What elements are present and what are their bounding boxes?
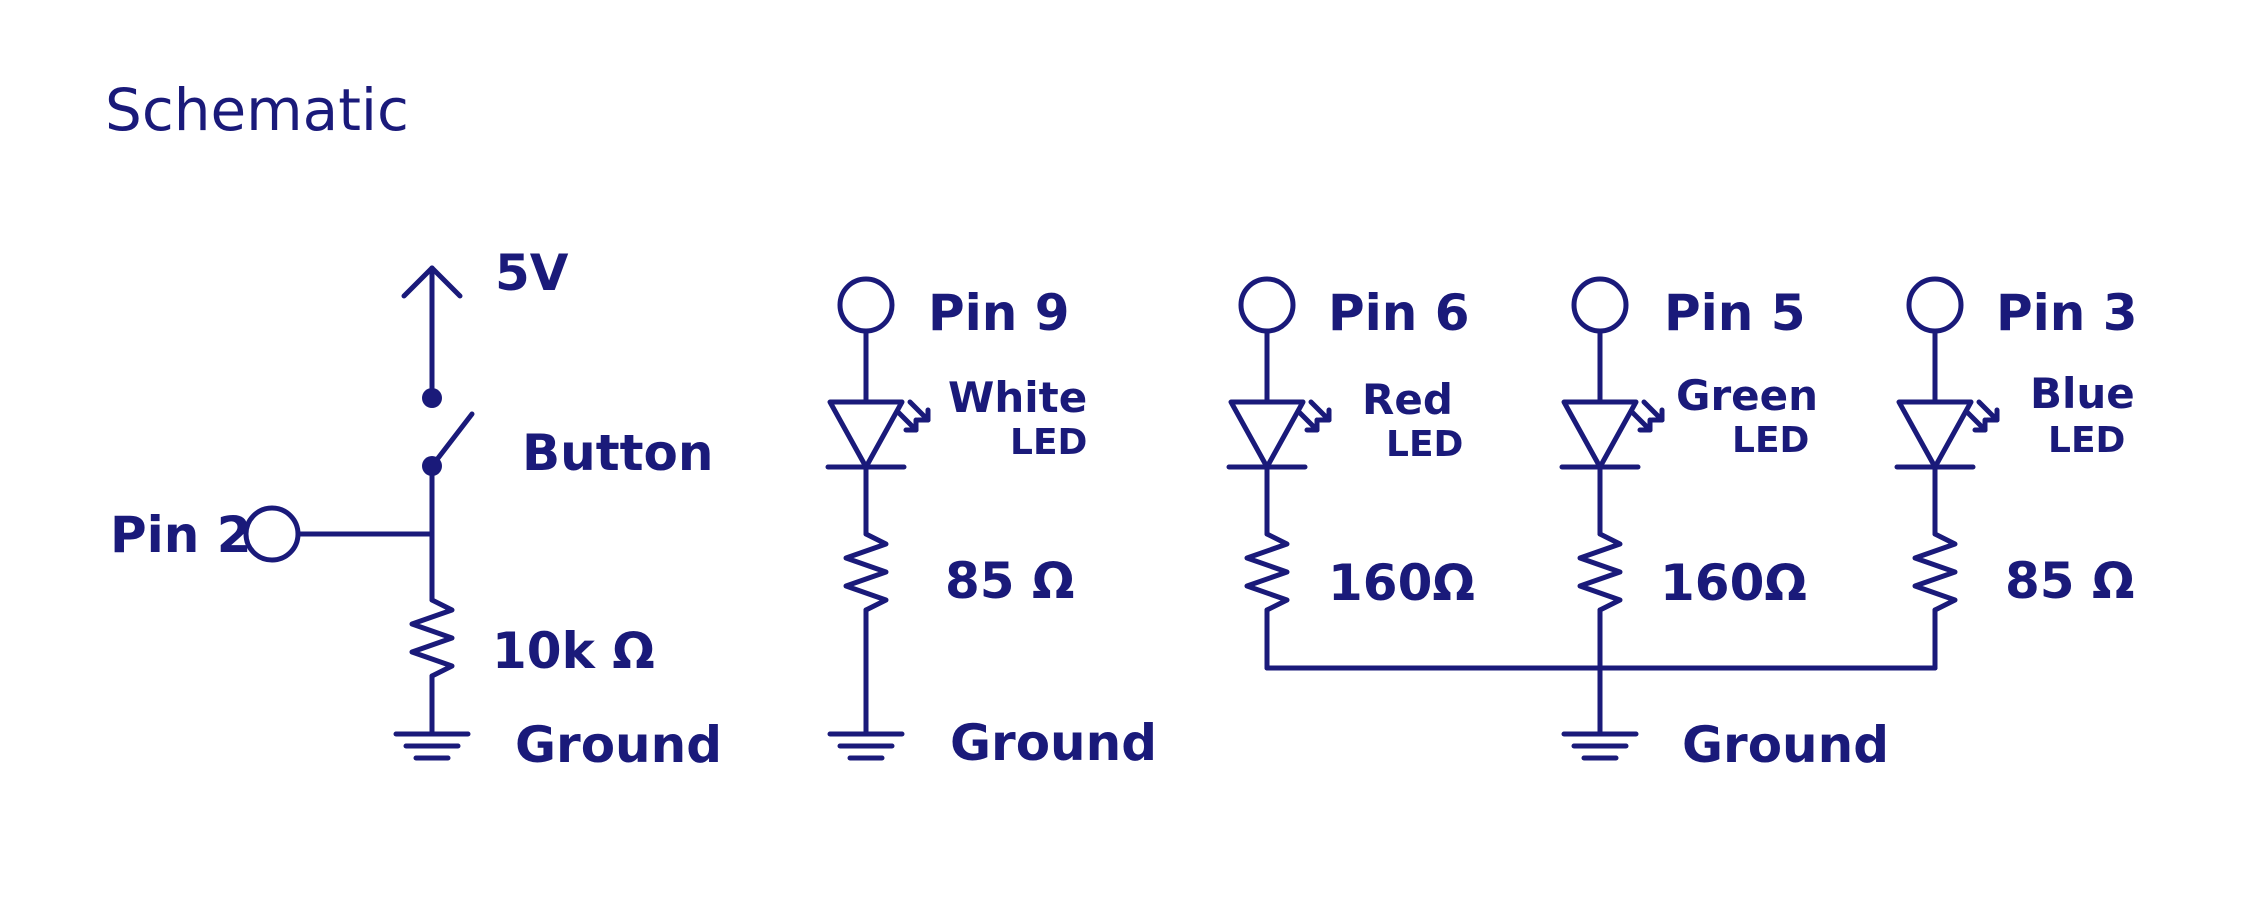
led-icon [1559,399,1665,470]
red-led-color: Red [1362,375,1453,424]
green-channel: Pin 5 Green LED 160Ω [1559,276,1818,737]
ground-icon [1561,731,1639,761]
rgb-led-circuit: Pin 6 Red LED 160Ω Pin 5 [1226,276,2138,774]
resistor-icon [1577,531,1623,613]
pulldown-resistor-label: 10k Ω [492,622,655,680]
ground-icon [393,731,471,761]
red-channel: Pin 6 Red LED 160Ω [1226,276,1475,671]
white-led-color: White [948,373,1087,422]
blue-led-word: LED [2048,420,2125,461]
diagram-title: Schematic [105,76,409,144]
red-resistor-label: 160Ω [1328,554,1475,612]
white-resistor-label: 85 Ω [945,552,1075,610]
blue-resistor-label: 85 Ω [2005,552,2135,610]
resistor-icon [1912,531,1958,613]
resistor-icon [843,531,889,613]
switch-label: Button [522,424,713,482]
led-icon [1226,399,1332,470]
supply-arrow-icon [401,265,463,401]
blue-channel: Pin 3 Blue LED 85 Ω [1894,276,2138,671]
led-icon [825,399,931,470]
button-circuit: 5V Button Pin 2 10k Ω Ground [110,244,722,774]
pin2-terminal-icon [243,505,301,563]
led-icon [1894,399,2000,470]
pin9-terminal-icon [837,276,895,334]
pin6-terminal-icon [1238,276,1296,334]
white-led-circuit: Pin 9 White LED 85 Ω Ground [825,276,1157,772]
pin3-label: Pin 3 [1996,284,2138,342]
red-led-word: LED [1386,424,1463,465]
blue-led-color: Blue [2030,369,2135,418]
ground-label: Ground [950,714,1157,772]
resistor-icon [1244,531,1290,613]
white-led-word: LED [1010,422,1087,463]
green-resistor-label: 160Ω [1660,554,1807,612]
ground-icon [827,731,905,761]
pin5-terminal-icon [1571,276,1629,334]
green-led-color: Green [1676,371,1818,420]
pin6-label: Pin 6 [1328,284,1470,342]
ground-label: Ground [1682,716,1889,774]
pin9-label: Pin 9 [928,284,1070,342]
pin5-label: Pin 5 [1664,284,1806,342]
green-led-word: LED [1732,420,1809,461]
switch-icon [422,388,475,476]
supply-label: 5V [495,244,569,302]
pin2-label: Pin 2 [110,506,252,564]
pin3-terminal-icon [1906,276,1964,334]
ground-label: Ground [515,716,722,774]
resistor-icon [409,597,455,679]
